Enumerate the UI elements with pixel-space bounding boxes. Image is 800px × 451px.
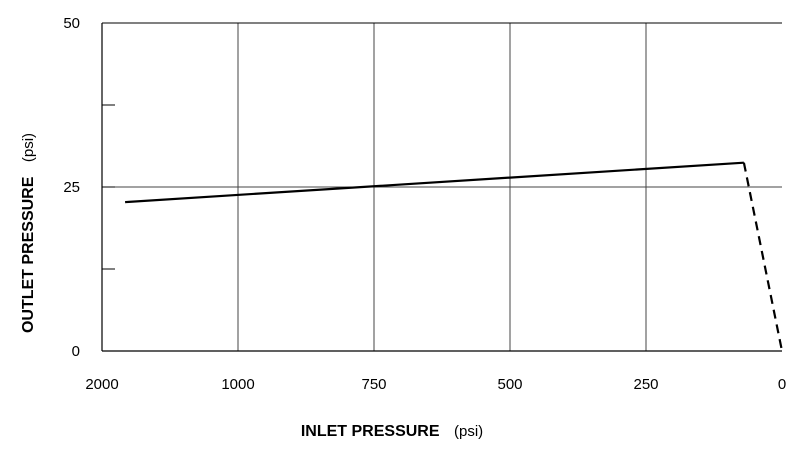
- dashed-series-line: [742, 162, 784, 352]
- y-tick-label: 50: [63, 15, 80, 32]
- y-axis-unit: (psi): [20, 133, 37, 162]
- x-tick-label: 250: [633, 376, 658, 393]
- y-axis-title: OUTLET PRESSURE (psi): [20, 133, 37, 333]
- y-tick-label: 25: [63, 179, 80, 196]
- chart-grid: [102, 23, 782, 351]
- plot-frame: [101, 22, 782, 352]
- solid-series-line: [125, 161, 744, 204]
- x-tick-label: 2000: [85, 376, 118, 393]
- y-tick-label: 0: [72, 343, 80, 360]
- x-axis-title: INLET PRESSURE (psi): [301, 423, 483, 440]
- x-tick-labels: 2000 1000 750 500 250 0: [85, 376, 786, 393]
- x-tick-label: 500: [497, 376, 522, 393]
- x-axis-unit: (psi): [454, 423, 483, 440]
- y-axis-label: OUTLET PRESSURE: [20, 176, 37, 333]
- data-series: [125, 161, 784, 352]
- y-tick-labels: 0 25 50: [63, 15, 80, 360]
- x-axis-label: INLET PRESSURE: [301, 423, 440, 440]
- x-tick-label: 0: [778, 376, 786, 393]
- x-tick-label: 1000: [221, 376, 254, 393]
- x-tick-label: 750: [361, 376, 386, 393]
